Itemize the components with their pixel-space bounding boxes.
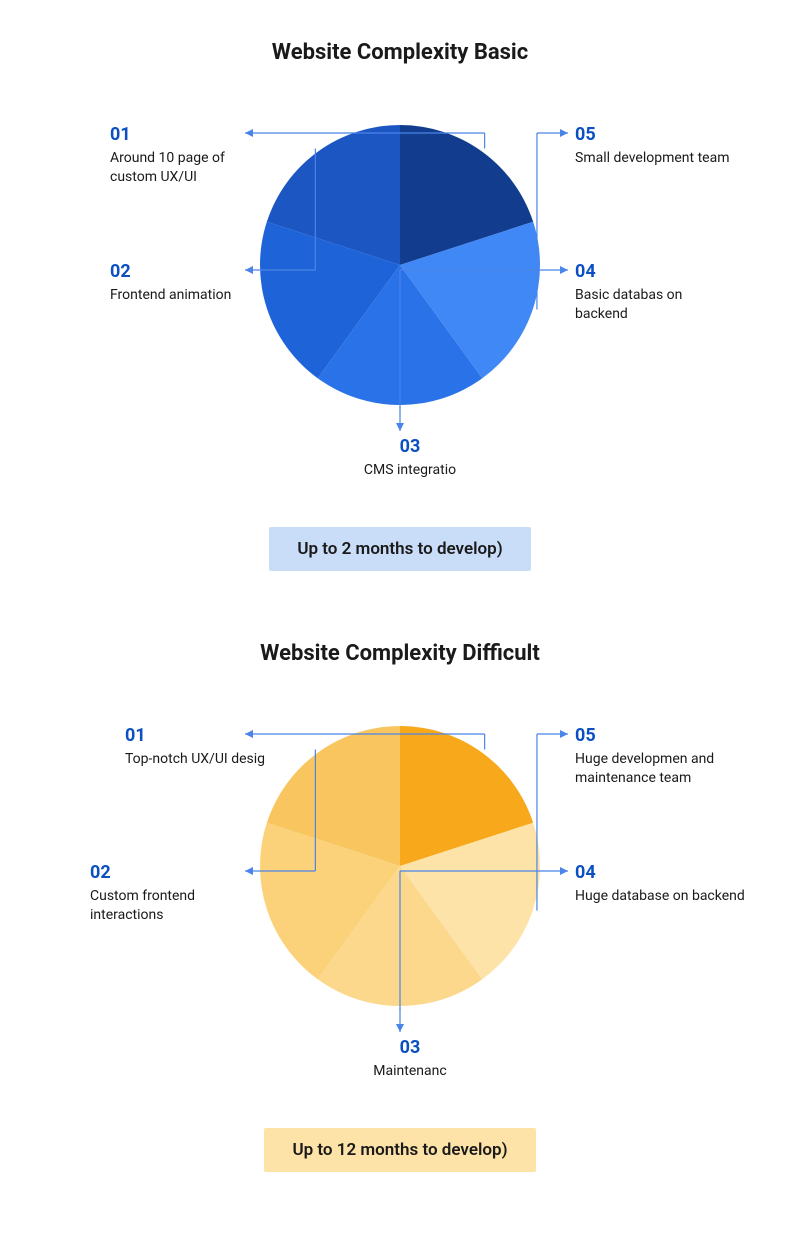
label-num: 02: [90, 861, 260, 885]
label-text: CMS integratio: [364, 462, 456, 478]
chart-difficult: 01 Top-notch UX/UI desig 02 Custom front…: [40, 696, 760, 1116]
label-02: 02 Custom frontend interactions: [90, 861, 260, 925]
label-num: 05: [575, 123, 735, 147]
label-text: Small development team: [575, 150, 729, 166]
label-text: Basic databas on backend: [575, 287, 682, 322]
footer-pill: Up to 2 months to develop): [269, 527, 530, 571]
label-num: 01: [125, 724, 275, 748]
label-03: 03 Maintenanc: [350, 1036, 470, 1081]
label-05: 05 Huge developmen and maintenance team: [575, 724, 755, 788]
label-01: 01 Top-notch UX/UI desig: [125, 724, 275, 769]
label-04: 04 Basic databas on backend: [575, 260, 735, 324]
label-num: 01: [110, 123, 270, 147]
label-03: 03 CMS integratio: [350, 435, 470, 480]
label-05: 05 Small development team: [575, 123, 735, 168]
label-02: 02 Frontend animation: [110, 260, 260, 305]
label-text: Top-notch UX/UI desig: [125, 751, 265, 767]
label-text: Around 10 page of custom UX/UI: [110, 150, 225, 185]
section-title: Website Complexity Difficult: [40, 641, 760, 666]
label-text: Huge database on backend: [575, 888, 745, 904]
section-basic: Website Complexity Basic 01 Around 10 pa…: [0, 0, 800, 601]
label-text: Maintenanc: [373, 1063, 446, 1079]
label-num: 04: [575, 260, 735, 284]
label-num: 04: [575, 861, 745, 885]
label-text: Custom frontend interactions: [90, 888, 195, 923]
section-difficult: Website Complexity Difficult 01 Top-notc…: [0, 601, 800, 1202]
label-num: 02: [110, 260, 260, 284]
label-num: 03: [350, 1036, 470, 1060]
footer-pill: Up to 12 months to develop): [264, 1128, 535, 1172]
label-text: Frontend animation: [110, 287, 231, 303]
label-text: Huge developmen and maintenance team: [575, 751, 714, 786]
label-01: 01 Around 10 page of custom UX/UI: [110, 123, 270, 187]
label-04: 04 Huge database on backend: [575, 861, 745, 906]
label-num: 03: [350, 435, 470, 459]
section-title: Website Complexity Basic: [40, 40, 760, 65]
label-num: 05: [575, 724, 755, 748]
chart-basic: 01 Around 10 page of custom UX/UI 02 Fro…: [40, 95, 760, 515]
